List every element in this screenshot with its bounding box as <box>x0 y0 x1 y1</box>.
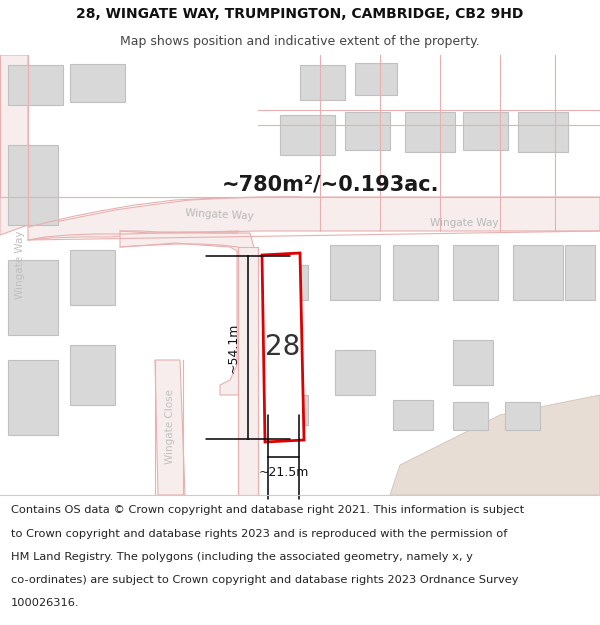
Polygon shape <box>390 395 600 495</box>
Bar <box>453 340 493 385</box>
Bar <box>355 63 397 95</box>
Polygon shape <box>155 360 185 495</box>
Text: ~21.5m: ~21.5m <box>259 466 308 479</box>
Bar <box>268 265 308 300</box>
Bar <box>453 402 488 430</box>
Polygon shape <box>262 253 304 442</box>
Text: HM Land Registry. The polygons (including the associated geometry, namely x, y: HM Land Registry. The polygons (includin… <box>11 552 473 562</box>
Polygon shape <box>238 247 258 495</box>
Text: ~54.1m: ~54.1m <box>227 322 240 372</box>
Text: Wingate Way: Wingate Way <box>185 208 254 222</box>
Bar <box>393 400 433 430</box>
Bar <box>330 245 380 300</box>
Bar <box>453 245 498 300</box>
Bar <box>280 115 335 155</box>
Bar <box>8 360 58 435</box>
Bar <box>345 112 390 150</box>
Bar <box>8 260 58 335</box>
Text: 100026316.: 100026316. <box>11 598 79 608</box>
Text: 28: 28 <box>265 333 301 361</box>
Polygon shape <box>0 55 28 235</box>
Text: Wingate Way: Wingate Way <box>430 218 499 228</box>
Text: Wingate Close: Wingate Close <box>165 389 175 464</box>
Bar <box>565 245 595 300</box>
Bar <box>463 112 508 150</box>
Text: Map shows position and indicative extent of the property.: Map shows position and indicative extent… <box>120 35 480 48</box>
Bar <box>505 402 540 430</box>
Text: Contains OS data © Crown copyright and database right 2021. This information is : Contains OS data © Crown copyright and d… <box>11 506 524 516</box>
Bar <box>335 350 375 395</box>
Bar <box>518 112 568 152</box>
Bar <box>268 395 308 425</box>
Bar <box>300 65 345 100</box>
Bar <box>70 345 115 405</box>
Text: co-ordinates) are subject to Crown copyright and database rights 2023 Ordnance S: co-ordinates) are subject to Crown copyr… <box>11 575 518 585</box>
Bar <box>405 112 455 152</box>
Text: 28, WINGATE WAY, TRUMPINGTON, CAMBRIDGE, CB2 9HD: 28, WINGATE WAY, TRUMPINGTON, CAMBRIDGE,… <box>76 7 524 21</box>
Text: to Crown copyright and database rights 2023 and is reproduced with the permissio: to Crown copyright and database rights 2… <box>11 529 507 539</box>
Bar <box>8 145 58 225</box>
Text: ~780m²/~0.193ac.: ~780m²/~0.193ac. <box>221 175 439 195</box>
Bar <box>70 250 115 305</box>
Bar <box>513 245 563 300</box>
Bar <box>8 65 63 105</box>
Bar <box>393 245 438 300</box>
Polygon shape <box>120 231 255 395</box>
Polygon shape <box>28 197 600 240</box>
Text: Wingate Way: Wingate Way <box>15 231 25 299</box>
Bar <box>70 64 125 102</box>
